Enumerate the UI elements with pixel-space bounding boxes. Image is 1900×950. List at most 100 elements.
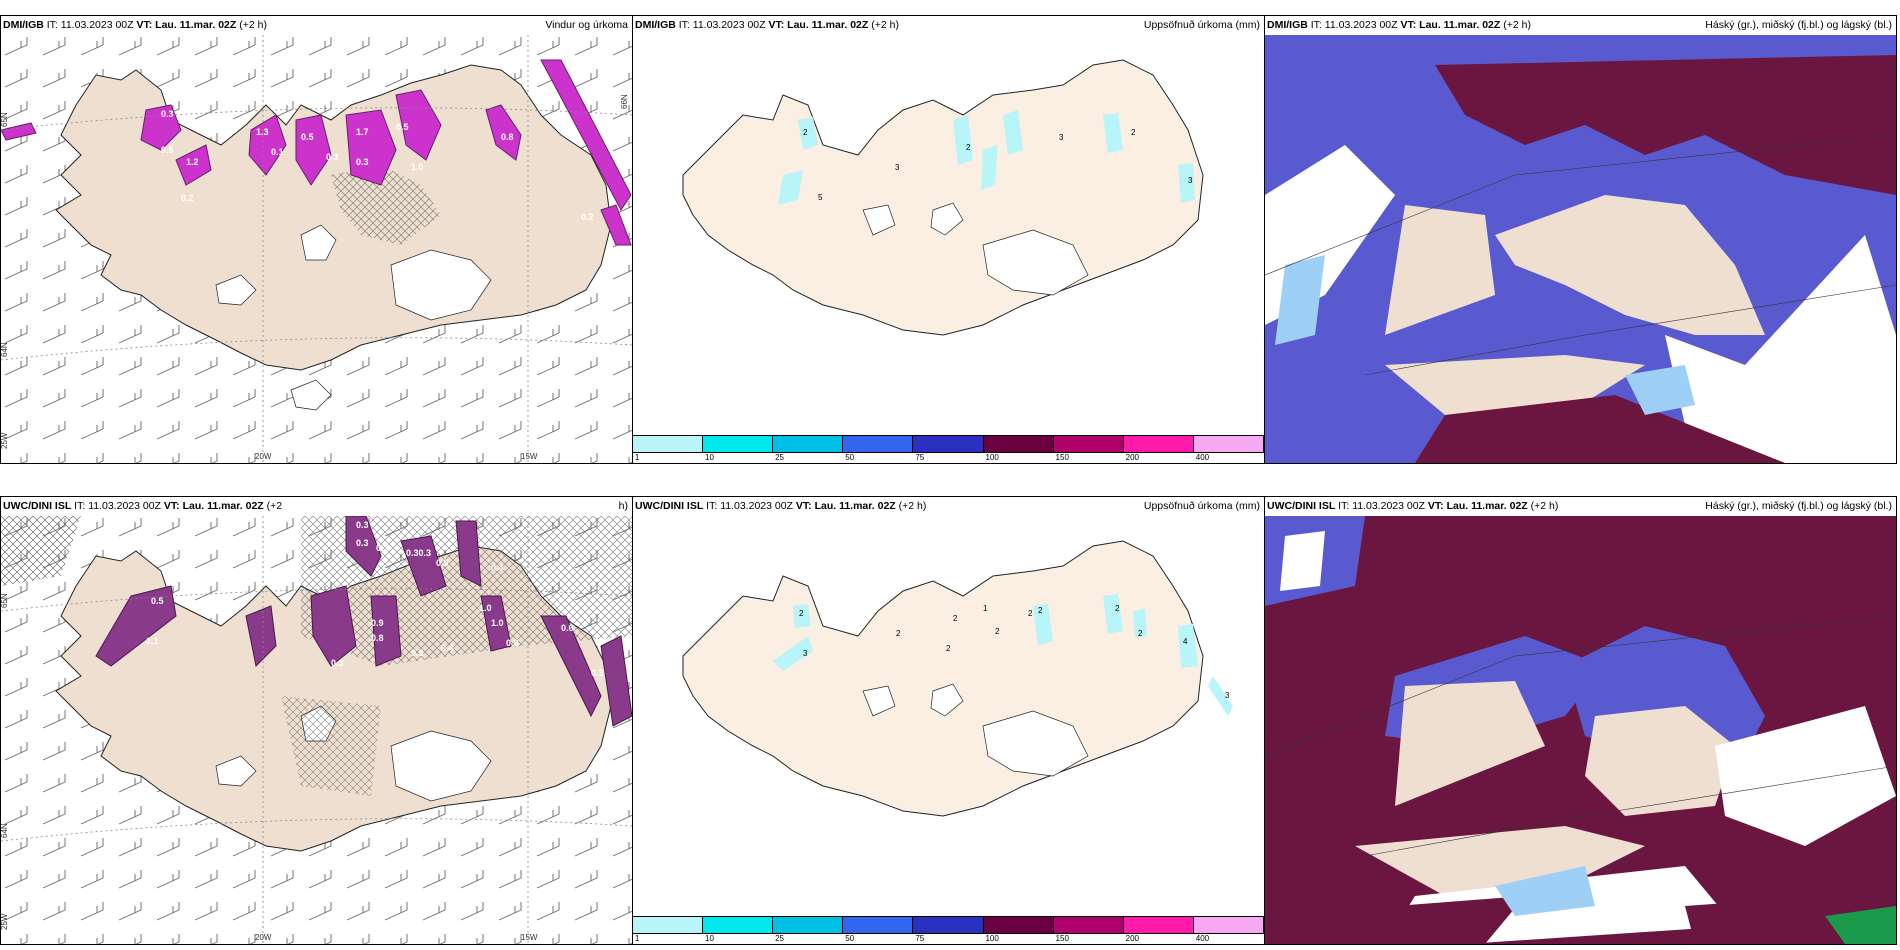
precip-label: 0.5 [161, 145, 174, 155]
cloud-map [1265, 35, 1896, 463]
cloud-map [1265, 516, 1896, 944]
valid-time: VT: Lau. 11.mar. 02Z [795, 500, 896, 512]
legend-tick-label: 100 [985, 453, 999, 462]
legend-tick-label: 200 [1125, 453, 1140, 462]
lat-label: 64N [1, 823, 9, 838]
precip-label: 0.4 [441, 643, 454, 653]
source: DMI/IGB [1267, 19, 1308, 31]
valid-time: VT: Lau. 11.mar. 02Z [1400, 19, 1501, 31]
wind-map: 0.3 0.5 1.2 0.2 1.3 0.1 0.5 0.3 1.7 0.3 … [1, 35, 632, 463]
precip-label: 0.8 [506, 638, 519, 648]
precip-label: 0.5 [436, 558, 449, 568]
legend-tick-label: 200 [1125, 934, 1140, 943]
it-label: IT: [1338, 500, 1350, 512]
legend-color-swatch [983, 436, 1054, 452]
legend-tick-label: 1 [634, 453, 640, 462]
it-label: IT: [1310, 19, 1322, 31]
panel-title: Uppsöfnuð úrkoma (mm) [1143, 19, 1260, 31]
accum-precip-panel-uwc: UWC/DINI ISL IT: 11.03.2023 00Z VT: Lau.… [632, 496, 1265, 945]
lat-label: 25W [1, 913, 9, 930]
precip-label: 0.8 [501, 132, 514, 142]
it-label: IT: [678, 19, 690, 31]
accum-label: 2 [1038, 606, 1043, 615]
precip-label: 0.5 [151, 596, 164, 606]
lat-label: 64N [1, 342, 9, 357]
precip-label: 0.3 [591, 668, 604, 678]
accum-label: 3 [803, 649, 808, 658]
panel-header: UWC/DINI ISL IT: 11.03.2023 00Z VT: Lau.… [3, 500, 628, 514]
accum-label: 2 [966, 143, 971, 152]
precip-label: 0.6 [561, 623, 574, 633]
panel-header: DMI/IGB IT: 11.03.2023 00Z VT: Lau. 11.m… [635, 19, 1260, 33]
legend-tick-label: 150 [1055, 453, 1069, 462]
legend-tick-label: 1 [634, 934, 640, 943]
precip-label: 1.1 [146, 636, 159, 646]
accum-label: 5 [818, 193, 823, 202]
precip-label: 0.3 [376, 543, 389, 553]
legend-color-swatch [703, 917, 774, 933]
precip-label: 0.30.3 [406, 548, 431, 558]
accum-map: 2 2 2 2 1 2 2 2 2 2 4 3 3 [682, 540, 1233, 817]
lon-label: 15W [521, 452, 538, 461]
accum-label: 2 [1028, 609, 1033, 618]
legend-color-swatch [773, 917, 844, 933]
accum-label: 3 [1059, 133, 1064, 142]
valid-time: VT: Lau. 11.mar. 02Z [163, 500, 264, 512]
panel-header: DMI/IGB IT: 11.03.2023 00Z VT: Lau. 11.m… [3, 19, 628, 33]
legend-tick-label: 25 [775, 934, 785, 943]
precip-label: 0.5 [411, 648, 424, 658]
cloud-panel-dmi: DMI/IGB IT: 11.03.2023 00Z VT: Lau. 11.m… [1264, 15, 1897, 464]
precip-label: 0.3 [356, 157, 369, 167]
it-label: IT: [74, 500, 86, 512]
legend-color-swatch [773, 436, 844, 452]
accum-label: 2 [803, 128, 808, 137]
legend-color-swatch [983, 917, 1054, 933]
init-time: 11.03.2023 00Z [720, 500, 793, 512]
panel-title: Háský (gr.), miðský (fj.bl.) og lágský (… [1705, 19, 1892, 31]
accum-label: 2 [946, 644, 951, 653]
wind-map: 0.3 0.3 0.3 0.30.3 0.5 0.5 0.4 1.0 0.9 0… [1, 516, 632, 944]
source: UWC/DINI ISL [3, 500, 72, 512]
precip-label: 1.7 [356, 127, 369, 137]
precip-label: 0.3 [161, 109, 174, 119]
legend-color-swatch [1193, 917, 1264, 933]
legend-color-swatch [1123, 917, 1194, 933]
legend-tick-label: 400 [1195, 453, 1210, 462]
precip-label: 0.5 [301, 132, 314, 142]
valid-time: VT: Lau. 11.mar. 02Z [136, 19, 237, 31]
lon-label: 20W [255, 452, 272, 461]
accum-label: 2 [1131, 128, 1136, 137]
precip-label: 0.2 [581, 212, 594, 222]
legend-color-swatch [913, 917, 984, 933]
precip-legend: 1 10 25 50 75 100 150 200 400 [633, 916, 1264, 944]
precip-label: 0.3 [356, 520, 369, 530]
legend-tick-label: 50 [845, 934, 855, 943]
precip-label: 1.0 [411, 162, 424, 172]
legend-tick-label: 25 [775, 453, 785, 462]
source: UWC/DINI ISL [1267, 500, 1336, 512]
panel-header: DMI/IGB IT: 11.03.2023 00Z VT: Lau. 11.m… [1267, 19, 1892, 33]
precip-label: 1.2 [186, 157, 199, 167]
legend-color-swatch [1053, 917, 1124, 933]
accum-label: 2 [896, 629, 901, 638]
lead-time: (+2 h) [1503, 19, 1531, 31]
precip-label: 1.3 [256, 127, 269, 137]
wind-precip-panel-uwc: UWC/DINI ISL IT: 11.03.2023 00Z VT: Lau.… [0, 496, 633, 945]
precip-label: 0.8 [371, 633, 384, 643]
accum-map: 2 2 3 3 2 5 3 [682, 59, 1204, 336]
source: UWC/DINI ISL [635, 500, 704, 512]
init-time: 11.03.2023 00Z [1324, 19, 1398, 31]
lon-label: 15W [521, 933, 538, 942]
panel-header: UWC/DINI ISL IT: 11.03.2023 00Z VT: Lau.… [635, 500, 1260, 514]
panel-title: Háský (gr.), miðský (fj.bl.) og lágský (… [1705, 500, 1892, 512]
legend-tick-label: 150 [1055, 934, 1069, 943]
legend-color-swatch [633, 917, 704, 933]
source: DMI/IGB [635, 19, 676, 31]
precip-label: 0.2 [181, 193, 194, 203]
precip-label: 1.0 [479, 603, 492, 613]
legend-tick-label: 400 [1195, 934, 1210, 943]
lat-label: 66N [620, 94, 629, 109]
legend-color-swatch [1053, 436, 1124, 452]
accum-label: 2 [1115, 604, 1120, 613]
precip-label: 0.5 [396, 122, 409, 132]
